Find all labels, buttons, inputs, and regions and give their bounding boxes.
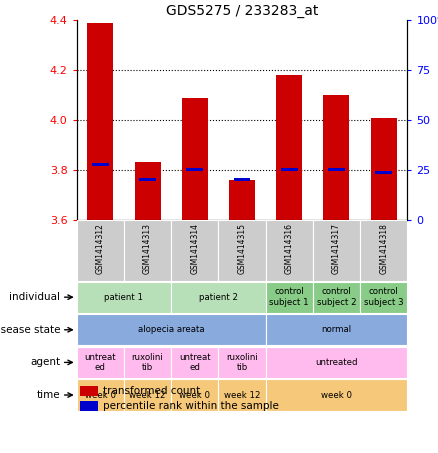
Text: transformed count: transformed count xyxy=(103,386,201,396)
Bar xyxy=(233,178,251,181)
Bar xyxy=(229,180,255,220)
Text: untreated: untreated xyxy=(315,358,358,367)
Bar xyxy=(281,169,298,171)
Bar xyxy=(328,169,345,171)
Bar xyxy=(313,220,360,281)
Text: patient 2: patient 2 xyxy=(199,293,238,302)
Bar xyxy=(77,379,124,411)
Bar xyxy=(139,178,156,181)
Text: disease state: disease state xyxy=(0,325,60,335)
Bar xyxy=(124,379,171,411)
Bar xyxy=(80,386,99,396)
Bar xyxy=(171,281,265,313)
Text: GSM1414315: GSM1414315 xyxy=(237,223,247,274)
Bar xyxy=(171,379,219,411)
Text: percentile rank within the sample: percentile rank within the sample xyxy=(103,400,279,410)
Bar xyxy=(265,281,313,313)
Bar xyxy=(360,281,407,313)
Bar xyxy=(124,347,171,378)
Bar xyxy=(92,164,109,166)
Bar xyxy=(324,95,350,220)
Bar xyxy=(124,220,171,281)
Text: agent: agent xyxy=(30,357,60,367)
Bar xyxy=(360,220,407,281)
Text: GSM1414318: GSM1414318 xyxy=(379,223,388,274)
Text: week 12: week 12 xyxy=(224,390,260,400)
Text: patient 1: patient 1 xyxy=(104,293,143,302)
Text: ruxolini
tib: ruxolini tib xyxy=(132,353,163,372)
Text: control
subject 3: control subject 3 xyxy=(364,288,403,307)
Bar xyxy=(77,220,124,281)
Text: control
subject 1: control subject 1 xyxy=(269,288,309,307)
Bar xyxy=(134,162,160,220)
Text: alopecia areata: alopecia areata xyxy=(138,325,205,334)
Bar xyxy=(276,75,302,220)
Bar xyxy=(265,379,407,411)
Text: GSM1414312: GSM1414312 xyxy=(96,223,105,274)
Bar xyxy=(77,281,171,313)
Text: GSM1414313: GSM1414313 xyxy=(143,223,152,274)
Bar xyxy=(265,314,407,346)
Bar xyxy=(219,347,265,378)
Text: ruxolini
tib: ruxolini tib xyxy=(226,353,258,372)
Bar xyxy=(182,98,208,220)
Text: control
subject 2: control subject 2 xyxy=(317,288,356,307)
Text: GSM1414317: GSM1414317 xyxy=(332,223,341,274)
Text: GSM1414316: GSM1414316 xyxy=(285,223,294,274)
Bar xyxy=(265,220,313,281)
Text: week 12: week 12 xyxy=(129,390,166,400)
Text: untreat
ed: untreat ed xyxy=(85,353,116,372)
Bar xyxy=(186,169,203,171)
Bar xyxy=(375,171,392,174)
Bar xyxy=(77,314,265,346)
Bar xyxy=(265,347,407,378)
Text: week 0: week 0 xyxy=(179,390,210,400)
Bar xyxy=(219,220,265,281)
Bar xyxy=(77,347,124,378)
Bar xyxy=(313,281,360,313)
Bar xyxy=(171,347,219,378)
Bar xyxy=(171,220,219,281)
Title: GDS5275 / 233283_at: GDS5275 / 233283_at xyxy=(166,4,318,18)
Text: week 0: week 0 xyxy=(321,390,352,400)
Bar xyxy=(87,23,113,220)
Text: normal: normal xyxy=(321,325,352,334)
Text: untreat
ed: untreat ed xyxy=(179,353,211,372)
Text: week 0: week 0 xyxy=(85,390,116,400)
Text: time: time xyxy=(36,390,60,400)
Text: GSM1414314: GSM1414314 xyxy=(190,223,199,274)
Bar xyxy=(80,400,99,410)
Bar xyxy=(371,118,397,220)
Bar xyxy=(219,379,265,411)
Text: individual: individual xyxy=(9,292,60,302)
